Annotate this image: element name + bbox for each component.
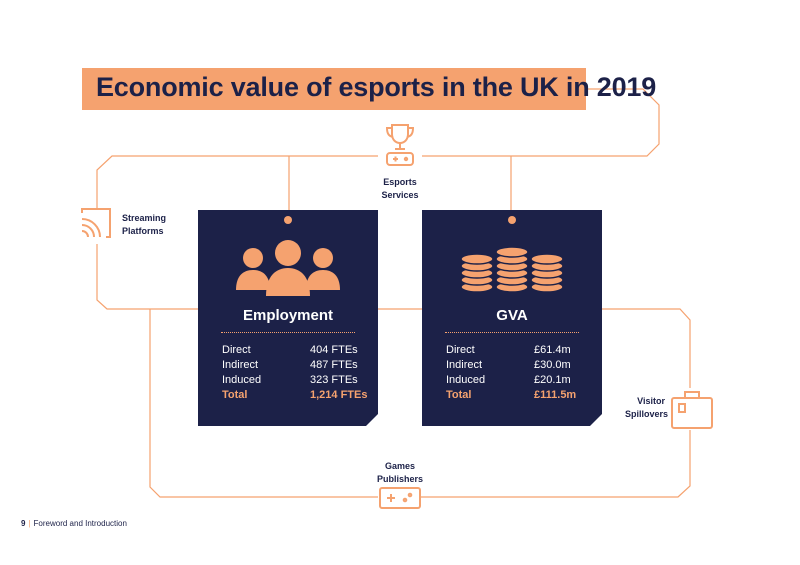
employment-indirect-value: 487 FTEs (310, 359, 358, 371)
wifi-signal-icon (81, 208, 111, 238)
employment-card: Employment Direct 404 FTEs Indirect 487 … (198, 210, 378, 426)
gva-total-value: £111.5m (534, 389, 577, 401)
node-visitor-spillovers: Visitor Spillovers (625, 396, 669, 419)
people-icon (236, 240, 340, 296)
gva-induced-value: £20.1m (534, 374, 571, 386)
gva-title: GVA (496, 307, 528, 324)
divider (445, 332, 579, 333)
gva-indirect-label: Indirect (446, 359, 483, 371)
gva-card: GVA Direct £61.4m Indirect £30.0m Induce… (422, 210, 602, 426)
title-banner (82, 68, 586, 110)
node-streaming-platforms: Streaming Platforms (122, 213, 167, 236)
gva-direct-label: Direct (446, 344, 475, 356)
node-esports-services: Esports Services (381, 177, 419, 200)
page-title: Economic value of esports in the UK in 2… (96, 72, 657, 102)
suitcase-icon (671, 391, 713, 429)
divider (221, 332, 355, 333)
gva-induced-label: Induced (446, 374, 486, 386)
trophy-gamepad-icon (385, 124, 415, 166)
footer: 9 | Foreword and Introduction (21, 519, 127, 528)
page-number: 9 (21, 519, 26, 528)
employment-total-label: Total (222, 389, 248, 401)
gva-total-label: Total (446, 389, 472, 401)
gva-direct-value: £61.4m (534, 344, 571, 356)
employment-total-value: 1,214 FTEs (310, 389, 368, 401)
gva-indirect-value: £30.0m (534, 359, 571, 371)
employment-direct-value: 404 FTEs (310, 344, 358, 356)
section-name: Foreword and Introduction (33, 519, 127, 528)
coins-stack-icon (460, 246, 564, 293)
employment-induced-label: Induced (222, 374, 262, 386)
employment-title: Employment (242, 307, 333, 324)
gamepad-icon (379, 487, 421, 509)
employment-direct-label: Direct (222, 344, 251, 356)
employment-induced-value: 323 FTEs (310, 374, 358, 386)
node-games-publishers: Games Publishers (376, 461, 423, 484)
employment-indirect-label: Indirect (222, 359, 259, 371)
